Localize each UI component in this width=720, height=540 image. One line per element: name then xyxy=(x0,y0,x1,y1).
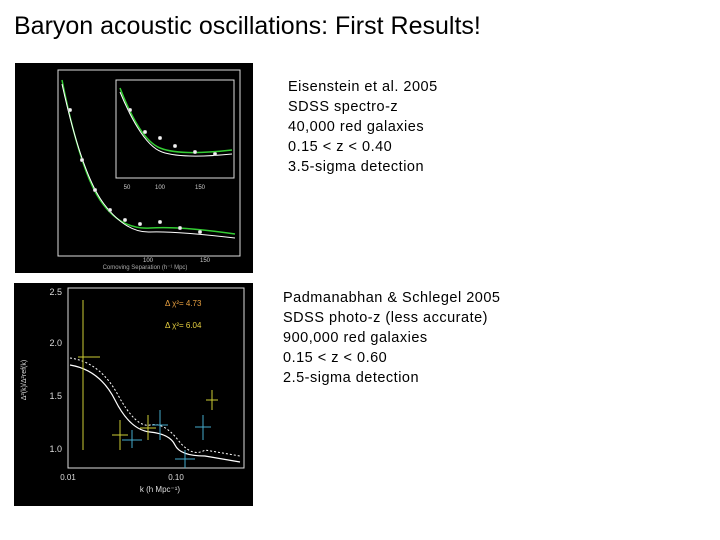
x-tick: 0.01 xyxy=(60,473,76,482)
figure2-curve xyxy=(69,364,241,463)
figure1-inset-curve xyxy=(119,91,233,157)
y-tick: 2.5 xyxy=(49,287,62,297)
text-line: Eisenstein et al. 2005 xyxy=(288,79,438,95)
text-line: SDSS photo-z (less accurate) xyxy=(283,310,488,326)
figure2-frame xyxy=(67,287,245,469)
x-tick: 100 xyxy=(143,258,154,264)
legend-entry: Δ χ²= 4.73 xyxy=(165,299,202,308)
figure1-curve xyxy=(61,83,236,239)
figure1-bg xyxy=(15,63,253,273)
x-label: k (h Mpc⁻¹) xyxy=(140,485,181,494)
text-line: 2.5-sigma detection xyxy=(283,370,420,386)
y-tick: 2.0 xyxy=(49,338,62,348)
text-line: Padmanabhan & Schlegel 2005 xyxy=(283,290,501,306)
text-block: Padmanabhan & Schlegel 2005 SDSS photo-z… xyxy=(283,288,500,388)
figure2-crosses xyxy=(78,300,218,450)
slide-title: Baryon acoustic oscillations: First Resu… xyxy=(14,12,481,40)
figure1-points xyxy=(68,108,217,234)
inset-x-tick: 150 xyxy=(195,185,206,191)
text-line: 3.5-sigma detection xyxy=(288,159,425,175)
text-block: Eisenstein et al. 2005 SDSS spectro-z 40… xyxy=(288,77,438,177)
x-tick: 150 xyxy=(200,258,211,264)
inset-x-tick: 50 xyxy=(124,185,131,191)
figure2-bg xyxy=(14,283,253,506)
figure1-frame xyxy=(57,69,241,257)
figure2-crosses xyxy=(122,410,211,468)
text-line: 900,000 red galaxies xyxy=(283,330,428,346)
text-line: SDSS spectro-z xyxy=(288,99,399,115)
y-tick: 1.5 xyxy=(49,391,62,401)
y-tick: 1.0 xyxy=(49,444,62,454)
x-label: Comoving Separation (h⁻¹ Mpc) xyxy=(103,265,188,271)
x-tick: 0.10 xyxy=(168,473,184,482)
y-label: Δ²(k)/Δ²ref(k) xyxy=(21,360,28,400)
legend-entry: Δ χ²= 6.04 xyxy=(165,321,202,330)
text-line: 0.15 < z < 0.60 xyxy=(283,350,388,366)
text-line: 40,000 red galaxies xyxy=(288,119,425,135)
inset-x-tick: 100 xyxy=(155,185,166,191)
text-line: 0.15 < z < 0.40 xyxy=(288,139,393,155)
figure1-inset-curve xyxy=(119,87,233,154)
figure1-inset-frame xyxy=(115,79,235,179)
figure2-curve xyxy=(69,357,241,457)
